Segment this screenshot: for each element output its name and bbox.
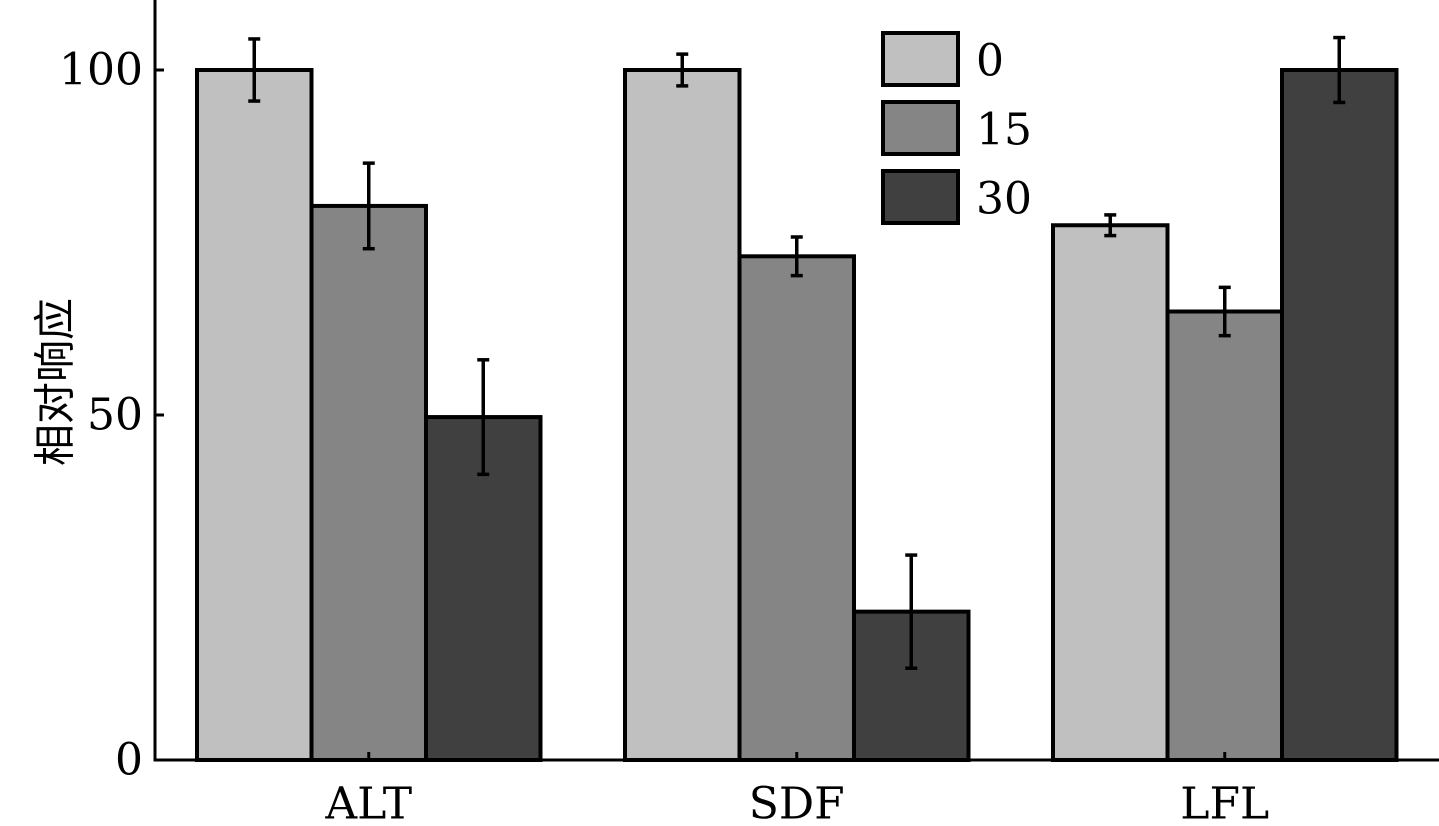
legend-label: 30 [976, 174, 1032, 225]
legend-swatch [881, 31, 960, 87]
y-tick-label-100: 100 [59, 45, 143, 96]
error-bar-sdf-0 [676, 52, 689, 88]
bar-lfl-15 [1165, 309, 1284, 762]
x-tick-label-lfl: LFL [1180, 779, 1269, 823]
bars-layer [195, 68, 1399, 763]
error-bar-lfl-15 [1218, 285, 1231, 338]
x-tick-label-alt: ALT [324, 779, 412, 823]
bar-alt-15 [309, 203, 428, 762]
error-bar-sdf-30 [905, 553, 918, 670]
bar-sdf-0 [623, 68, 742, 762]
legend: 0 15 30 [881, 31, 1032, 225]
legend-swatch [881, 169, 960, 225]
y-tick-label-50: 50 [87, 390, 143, 441]
axes-layer: 0 50 100 ALT SDF LFL [59, 0, 1439, 826]
error-bar-alt-30 [477, 358, 490, 477]
bar-lfl-0 [1051, 223, 1170, 762]
legend-item-15: 15 [881, 100, 1032, 156]
y-axis-label: 相对响应 [31, 298, 80, 466]
legend-swatch [881, 100, 960, 156]
error-bar-alt-0 [248, 37, 261, 103]
legend-item-30: 30 [881, 169, 1032, 225]
error-bar-lfl-0 [1104, 213, 1117, 238]
legend-label: 0 [976, 36, 1004, 87]
error-bars-layer [248, 35, 1346, 670]
error-bar-lfl-30 [1333, 35, 1346, 105]
error-bar-alt-15 [362, 161, 375, 251]
legend-item-0: 0 [881, 31, 1004, 87]
bar-alt-0 [195, 68, 314, 762]
y-tick-label-0: 0 [115, 735, 143, 786]
error-bar-sdf-15 [790, 235, 803, 278]
bar-lfl-30 [1280, 68, 1399, 762]
x-tick-label-sdf: SDF [749, 779, 845, 823]
bar-sdf-15 [737, 254, 856, 762]
legend-label: 15 [976, 105, 1032, 156]
